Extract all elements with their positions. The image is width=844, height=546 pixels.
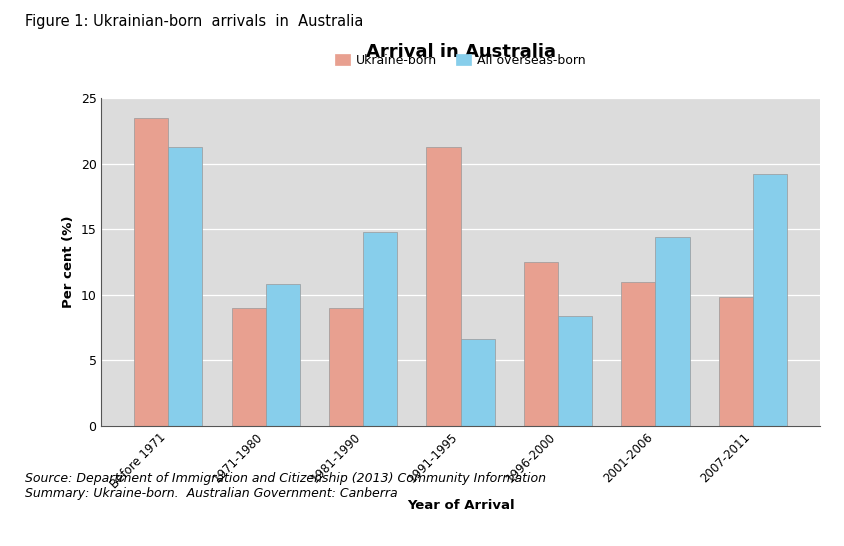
Bar [168, 147, 202, 426]
X-axis label: Year of Arrival: Year of Arrival [406, 500, 514, 513]
Bar [265, 284, 300, 426]
Bar [718, 298, 752, 426]
Bar [363, 232, 397, 426]
Y-axis label: Per cent (%): Per cent (%) [62, 216, 75, 308]
Bar [426, 147, 460, 426]
Legend: Ukraine-born, All overseas-born: Ukraine-born, All overseas-born [334, 54, 586, 67]
Title: Arrival in Australia: Arrival in Australia [365, 43, 555, 61]
Bar [328, 308, 363, 426]
Text: Source: Department of Immigration and Citizenship (2013) Community Information
S: Source: Department of Immigration and Ci… [25, 472, 546, 500]
Bar [231, 308, 265, 426]
Bar [523, 262, 557, 426]
Text: Figure 1: Ukrainian-born  arrivals  in  Australia: Figure 1: Ukrainian-born arrivals in Aus… [25, 14, 363, 28]
Bar [655, 237, 689, 426]
Bar [620, 282, 655, 426]
Bar [134, 118, 168, 426]
Bar [752, 174, 786, 426]
Bar [557, 316, 592, 426]
Bar [460, 340, 494, 426]
